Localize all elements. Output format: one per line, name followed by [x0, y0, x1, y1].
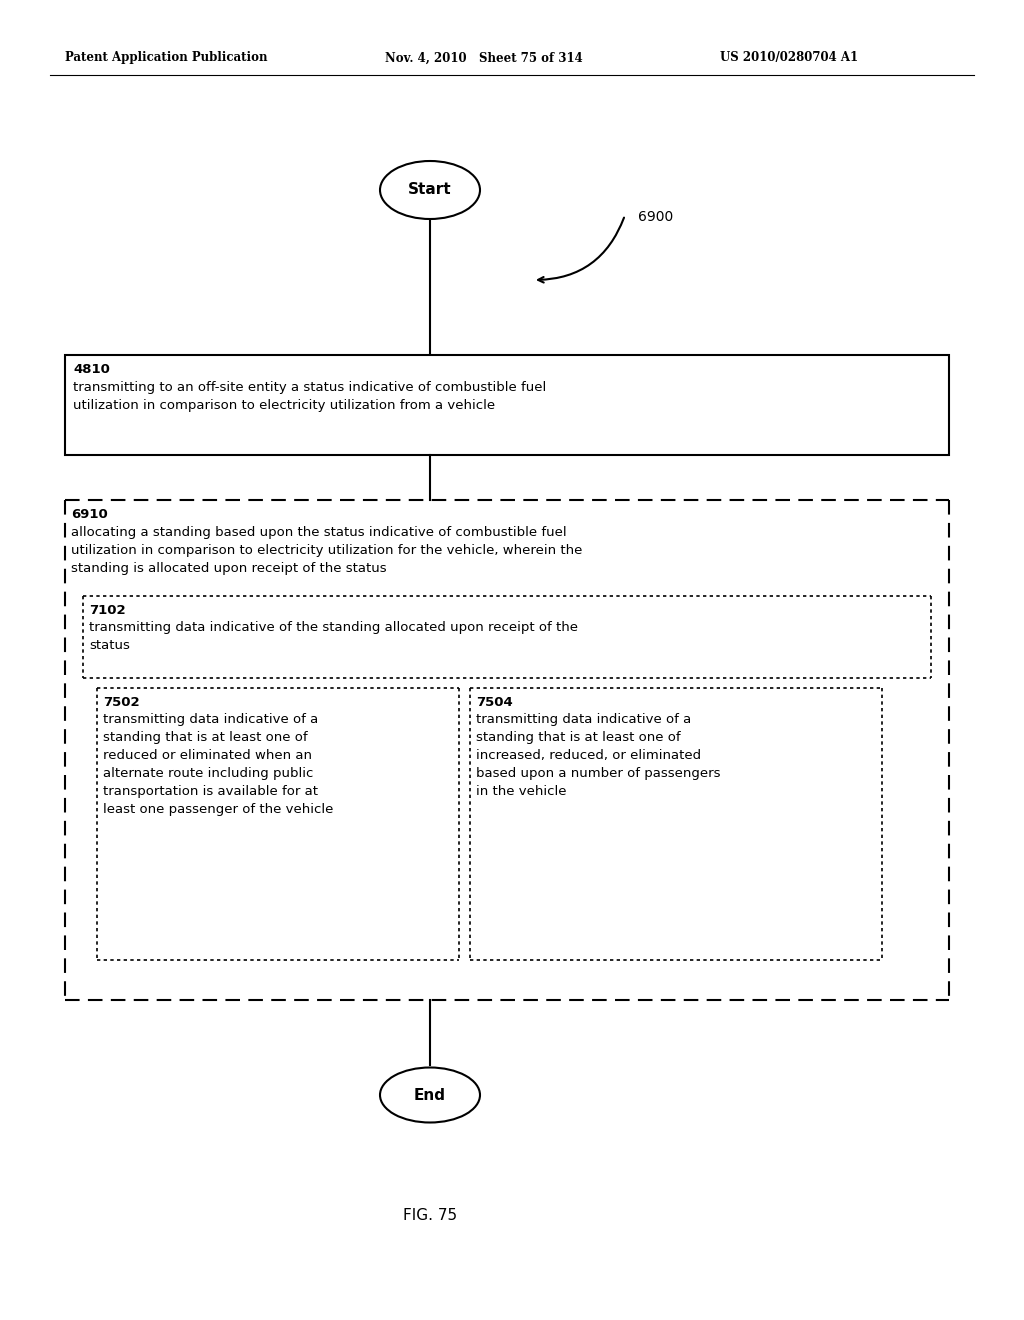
- Text: transmitting data indicative of a
standing that is at least one of
increased, re: transmitting data indicative of a standi…: [476, 713, 721, 799]
- Text: 6910: 6910: [71, 508, 108, 521]
- Text: 7102: 7102: [89, 605, 126, 616]
- Text: transmitting data indicative of a
standing that is at least one of
reduced or el: transmitting data indicative of a standi…: [103, 713, 334, 816]
- Ellipse shape: [380, 1068, 480, 1122]
- Text: Nov. 4, 2010   Sheet 75 of 314: Nov. 4, 2010 Sheet 75 of 314: [385, 51, 583, 65]
- Text: 6900: 6900: [638, 210, 673, 224]
- Text: US 2010/0280704 A1: US 2010/0280704 A1: [720, 51, 858, 65]
- Text: End: End: [414, 1088, 446, 1102]
- Text: 7504: 7504: [476, 696, 513, 709]
- Text: transmitting to an off-site entity a status indicative of combustible fuel
utili: transmitting to an off-site entity a sta…: [73, 381, 546, 412]
- Text: Patent Application Publication: Patent Application Publication: [65, 51, 267, 65]
- Text: 4810: 4810: [73, 363, 110, 376]
- Text: Start: Start: [409, 182, 452, 198]
- Ellipse shape: [380, 161, 480, 219]
- Text: FIG. 75: FIG. 75: [402, 1208, 457, 1222]
- Text: transmitting data indicative of the standing allocated upon receipt of the
statu: transmitting data indicative of the stan…: [89, 620, 578, 652]
- FancyBboxPatch shape: [65, 355, 949, 455]
- Text: allocating a standing based upon the status indicative of combustible fuel
utili: allocating a standing based upon the sta…: [71, 525, 583, 576]
- Text: 7502: 7502: [103, 696, 139, 709]
